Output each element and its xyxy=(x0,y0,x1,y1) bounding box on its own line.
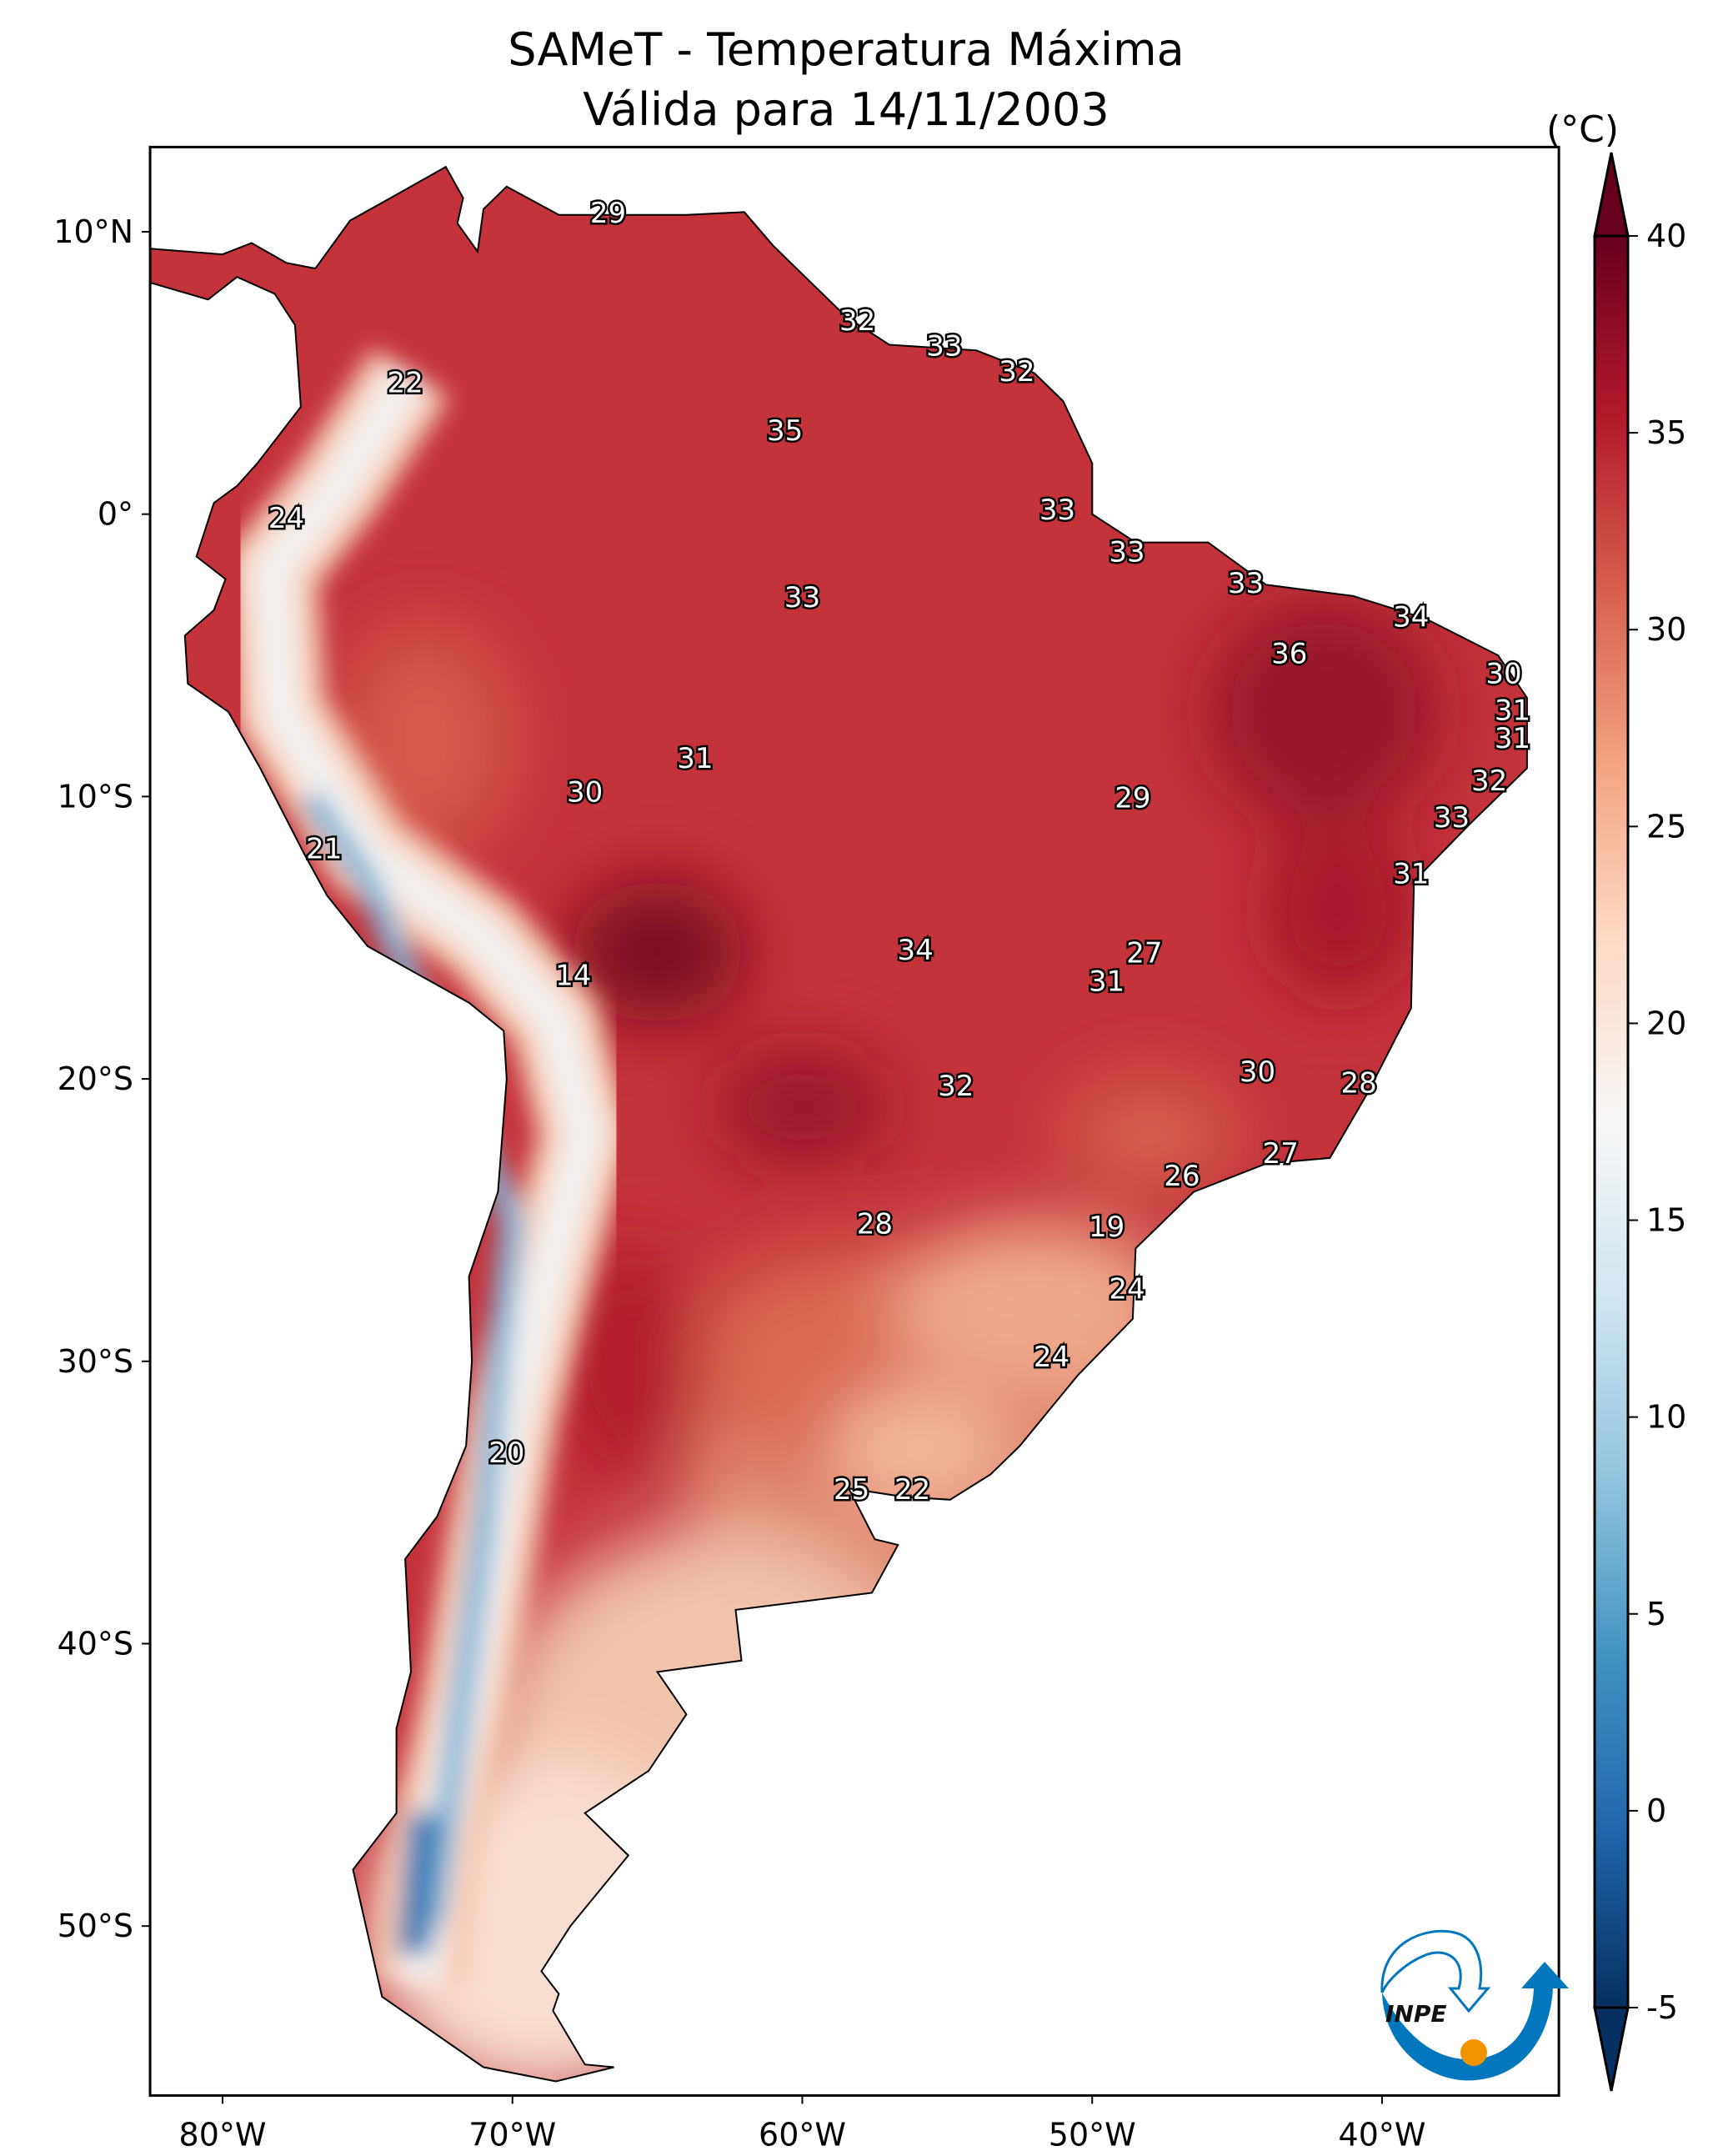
station-value-label: 31 xyxy=(1089,965,1124,998)
colorbar-min-extend xyxy=(1593,2006,1630,2092)
map-subtitle: Válida para 14/11/2003 xyxy=(583,83,1109,136)
station-value-label: 29 xyxy=(1114,781,1150,815)
inpe-logo: INPE xyxy=(1380,1929,1569,2081)
station-value-label: 33 xyxy=(1039,494,1075,527)
station-value-label: 21 xyxy=(306,832,342,865)
colorbar-tick-label: 10 xyxy=(1646,1399,1686,1436)
colorbar-unit: (°C) xyxy=(1546,108,1620,151)
station-value-label: 20 xyxy=(488,1436,524,1470)
station-value-label: 22 xyxy=(894,1473,930,1507)
station-value-label: 33 xyxy=(1434,801,1470,835)
station-value-label: 24 xyxy=(1109,1273,1144,1306)
station-value-label: 27 xyxy=(1126,937,1162,970)
lat-tick-label: 30°S xyxy=(58,1343,133,1380)
colorbar-tick-label: 15 xyxy=(1646,1202,1686,1239)
colorbar-tick-label: 0 xyxy=(1646,1792,1666,1829)
lon-tick-label: 50°W xyxy=(1049,2116,1136,2153)
station-value-label: 30 xyxy=(567,776,603,810)
station-value-label: 32 xyxy=(839,304,875,338)
station-value-label: 28 xyxy=(857,1208,893,1241)
station-value-label: 29 xyxy=(590,197,626,230)
station-value-label: 33 xyxy=(1228,567,1264,600)
station-value-label: 22 xyxy=(387,366,423,399)
logo-text: INPE xyxy=(1385,2000,1447,2028)
lat-tick-label: 20°S xyxy=(58,1060,133,1097)
station-value-label: 36 xyxy=(1271,638,1307,671)
station-value-label: 33 xyxy=(784,581,820,614)
station-value-label: 27 xyxy=(1263,1137,1299,1171)
logo-sun-icon xyxy=(1460,2039,1487,2066)
colorbar-tick-label: 5 xyxy=(1646,1596,1666,1632)
lat-tick-label: 50°S xyxy=(58,1908,133,1944)
axis-ticks: 80°W 70°W 60°W 50°W 40°W 10°N 0° 10°S 20°S 30°S 40… xyxy=(53,213,1425,2153)
station-value-label: 28 xyxy=(1341,1066,1377,1100)
lat-tick-label: 10°S xyxy=(58,778,133,815)
colorbar-tick-label: 35 xyxy=(1646,414,1686,451)
lat-tick-label: 10°N xyxy=(53,213,133,250)
lon-tick-label: 40°W xyxy=(1339,2116,1426,2153)
lon-tick-label: 60°W xyxy=(759,2116,846,2153)
station-value-label: 25 xyxy=(834,1473,869,1507)
station-value-label: 31 xyxy=(677,742,713,775)
station-value-label: 33 xyxy=(1109,536,1144,569)
lon-tick-label: 80°W xyxy=(179,2116,267,2153)
station-value-label: 30 xyxy=(1240,1055,1275,1089)
station-value-label: 24 xyxy=(268,502,304,535)
colorbar-tick-label: 40 xyxy=(1646,218,1686,254)
land-temperature-field xyxy=(150,167,1527,2082)
logo-arrow-icon xyxy=(1382,1962,1569,2081)
station-value-label: 31 xyxy=(1495,694,1530,727)
colorbar-gradient xyxy=(1595,236,1628,2008)
map-frame xyxy=(148,145,1560,2097)
colorbar-tick-label: 30 xyxy=(1646,611,1686,648)
lat-tick-label: 40°S xyxy=(58,1626,133,1662)
colorbar-tick-label: 25 xyxy=(1646,808,1686,845)
station-value-label: 19 xyxy=(1089,1211,1124,1244)
station-value-label: 24 xyxy=(1034,1341,1069,1374)
station-value-label: 32 xyxy=(938,1070,974,1103)
colorbar: -5 0 5 10 15 20 25 30 35 40 xyxy=(1593,152,1686,2092)
station-value-label: 31 xyxy=(1495,722,1530,755)
station-value-label: 35 xyxy=(767,414,803,448)
station-value-label: 34 xyxy=(897,934,933,967)
colorbar-tick-label: 20 xyxy=(1646,1005,1686,1041)
lon-tick-label: 70°W xyxy=(468,2116,556,2153)
station-value-label: 30 xyxy=(1485,657,1521,690)
colorbar-tick-label: -5 xyxy=(1646,1989,1678,2026)
station-value-label: 26 xyxy=(1164,1160,1200,1193)
station-value-label: 31 xyxy=(1393,858,1429,891)
station-value-label: 33 xyxy=(926,329,962,363)
station-value-label: 32 xyxy=(999,355,1034,389)
station-value-label: 34 xyxy=(1393,601,1429,634)
station-value-label: 32 xyxy=(1471,765,1507,798)
map-title: SAMeT - Temperatura Máxima xyxy=(508,23,1185,76)
coastline xyxy=(149,165,1528,2083)
lat-tick-label: 0° xyxy=(98,496,133,533)
station-value-label: 14 xyxy=(555,960,591,993)
colorbar-max-extend xyxy=(1593,152,1630,238)
